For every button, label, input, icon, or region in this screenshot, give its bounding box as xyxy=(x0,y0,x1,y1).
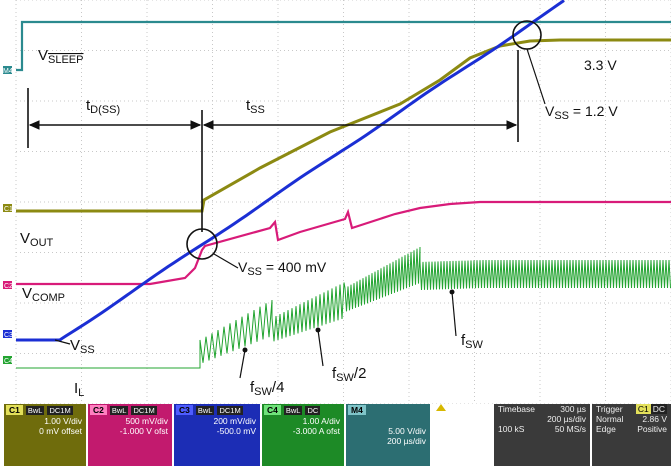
label-vss-400mv: VSS = 400 mV xyxy=(238,259,327,278)
annotations xyxy=(27,20,546,379)
m4-marker: M4 xyxy=(3,66,13,75)
c2-marker: C2 xyxy=(3,281,13,290)
svg-text:C1: C1 xyxy=(4,206,13,213)
trace-vout xyxy=(16,38,671,213)
channel-c2-info[interactable]: C2 BwL DC1M 500 mV/div -1.000 V ofst xyxy=(88,404,172,466)
label-vout: VOUT xyxy=(20,230,54,249)
svg-text:C4: C4 xyxy=(4,358,13,365)
label-fsw4: fSW/4 xyxy=(250,379,284,398)
labels: VSLEEP tD(SS) tSS 3.3 V VSS = 1.2 V VOUT… xyxy=(20,47,618,399)
channel-c4-info[interactable]: C4 BwL DC 1.00 A/div -3.000 A ofst xyxy=(262,404,344,466)
label-vcomp: VCOMP xyxy=(22,285,65,304)
label-td: tD(SS) xyxy=(86,97,120,116)
trigger-info[interactable]: Trigger C1 DC Normal 2.86 V Edge Positive xyxy=(592,404,671,466)
marker-dots xyxy=(242,289,455,353)
c4-marker: C4 xyxy=(3,356,13,365)
timebase-info[interactable]: Timebase 300 µs 200 µs/div 100 kS 50 MS/s xyxy=(494,404,590,466)
c3-marker: C3 xyxy=(3,330,13,339)
trace-vss xyxy=(16,0,565,342)
channel-markers: M4 C1 C2 C3 C4 xyxy=(3,66,13,365)
channel-m4-info[interactable]: M4 5.00 V/div 200 µs/div xyxy=(346,404,430,466)
trigger-position-marker xyxy=(436,404,446,411)
label-tss: tSS xyxy=(246,97,265,116)
svg-text:C2: C2 xyxy=(4,283,13,290)
label-vss: VSS xyxy=(70,337,95,356)
trace-vsleep xyxy=(16,20,671,72)
label-vsleep: VSLEEP xyxy=(38,47,83,66)
c1-marker: C1 xyxy=(3,204,13,213)
label-fsw: fSW xyxy=(461,332,484,351)
trace-il xyxy=(16,246,671,369)
label-il: IL xyxy=(74,380,84,399)
channel-c1-info[interactable]: C1 BwL DC1M 1.00 V/div 0 mV offset xyxy=(4,404,86,466)
svg-text:M4: M4 xyxy=(3,68,13,75)
trace-vcomp xyxy=(16,200,671,286)
channel-c3-info[interactable]: C3 BwL DC1M 200 mV/div -500.0 mV xyxy=(174,404,260,466)
label-fsw2: fSW/2 xyxy=(332,365,366,384)
label-3v3: 3.3 V xyxy=(584,57,617,73)
label-vss-1v2: VSS = 1.2 V xyxy=(545,103,618,122)
status-bar: C1 BwL DC1M 1.00 V/div 0 mV offset C2 BwL DC… xyxy=(0,404,671,466)
svg-text:C3: C3 xyxy=(4,332,13,339)
